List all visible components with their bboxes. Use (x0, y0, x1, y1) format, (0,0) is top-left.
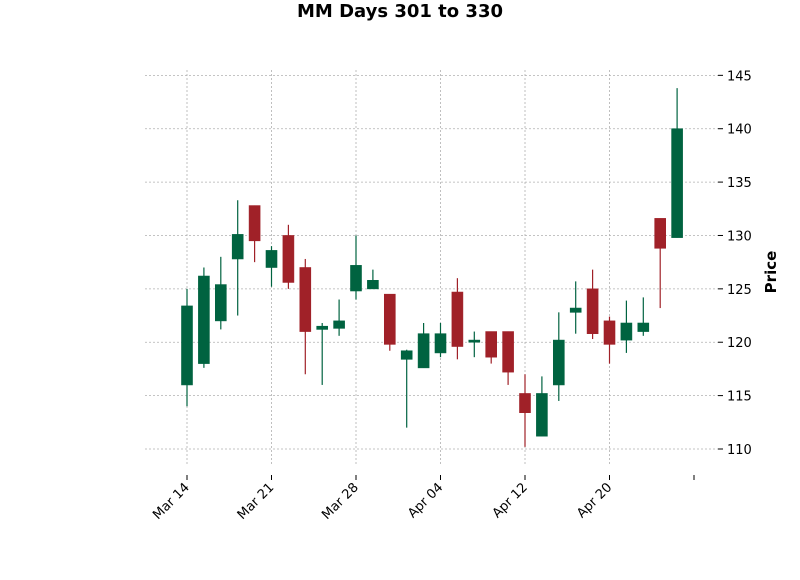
candle-body (181, 305, 193, 386)
candle-body (248, 205, 261, 242)
candle-up (552, 312, 565, 401)
candle-body (316, 325, 329, 330)
x-tick-label: Mar 21 (235, 480, 278, 523)
candle-up (417, 323, 430, 369)
candle-body (299, 267, 312, 332)
candle-layer (181, 88, 683, 447)
candle-body (451, 291, 464, 347)
candle-body (620, 322, 633, 341)
candle-up (215, 256, 227, 330)
candle-body (282, 235, 295, 283)
candle-up (367, 269, 379, 290)
candle-body (502, 331, 514, 373)
y-tick-label: 145 (727, 69, 752, 84)
candle-body (519, 393, 531, 413)
candle-body (198, 275, 210, 364)
candle-body (265, 250, 278, 268)
y-tick-label: 120 (727, 336, 752, 351)
candle-up (620, 300, 633, 353)
candle-up (350, 235, 362, 300)
candle-up (468, 331, 481, 358)
candle-up (569, 281, 582, 334)
candle-down (519, 374, 531, 447)
candle-up (316, 323, 329, 385)
candle-up (231, 200, 244, 316)
candle-body (434, 333, 447, 354)
y-tick-label: 125 (727, 283, 752, 298)
candle-body (485, 331, 498, 358)
y-tick-label: 110 (727, 443, 752, 458)
candle-down (383, 293, 396, 351)
candle-up (265, 246, 278, 287)
candle-body (333, 320, 345, 329)
candle-down (299, 258, 312, 375)
x-tick-label: Mar 28 (319, 480, 362, 523)
y-tick-label: 130 (727, 229, 752, 244)
candle-down (603, 316, 616, 364)
candle-down (654, 218, 667, 309)
candle-body (569, 307, 582, 313)
candle-body (603, 320, 616, 345)
candle-up (637, 297, 650, 336)
candle-body (637, 322, 650, 332)
x-tick-label: Mar 14 (150, 480, 193, 523)
candle-body (552, 339, 565, 386)
candle-up (181, 288, 193, 407)
candle-body (536, 393, 548, 437)
candle-up (333, 299, 345, 336)
candle-body (367, 280, 379, 290)
candle-up (536, 376, 548, 437)
candle-down (586, 269, 599, 340)
candle-body (586, 288, 599, 334)
candle-body (215, 284, 227, 322)
y-axis-label: Price (762, 251, 780, 294)
candle-down (451, 278, 464, 360)
candle-body (400, 350, 413, 360)
candle-body (350, 265, 362, 292)
y-tick-label: 115 (727, 390, 752, 405)
candle-down (485, 331, 498, 364)
candle-down (282, 224, 295, 289)
candle-body (671, 128, 683, 238)
candle-up (198, 267, 210, 368)
candle-body (468, 339, 481, 343)
x-tick-label: Apr 20 (574, 480, 615, 521)
x-tick-label: Apr 04 (405, 480, 446, 521)
chart-title: MM Days 301 to 330 (297, 1, 503, 22)
candle-down (502, 331, 514, 385)
candle-up (671, 88, 683, 238)
y-tick-label: 135 (727, 176, 752, 191)
y-tick-label: 140 (727, 123, 752, 138)
grid-layer (145, 70, 718, 465)
candle-body (417, 333, 430, 369)
axis-layer: 110 115 120 125 130 135 140 145 Mar 14 Mar 21 Mar … (150, 69, 752, 522)
candle-body (383, 293, 396, 345)
x-tick-label: Apr 12 (490, 480, 531, 521)
candle-body (654, 218, 667, 249)
candle-up (400, 349, 413, 428)
candle-body (231, 234, 244, 260)
candle-down (248, 205, 261, 263)
candle-up (434, 323, 447, 358)
